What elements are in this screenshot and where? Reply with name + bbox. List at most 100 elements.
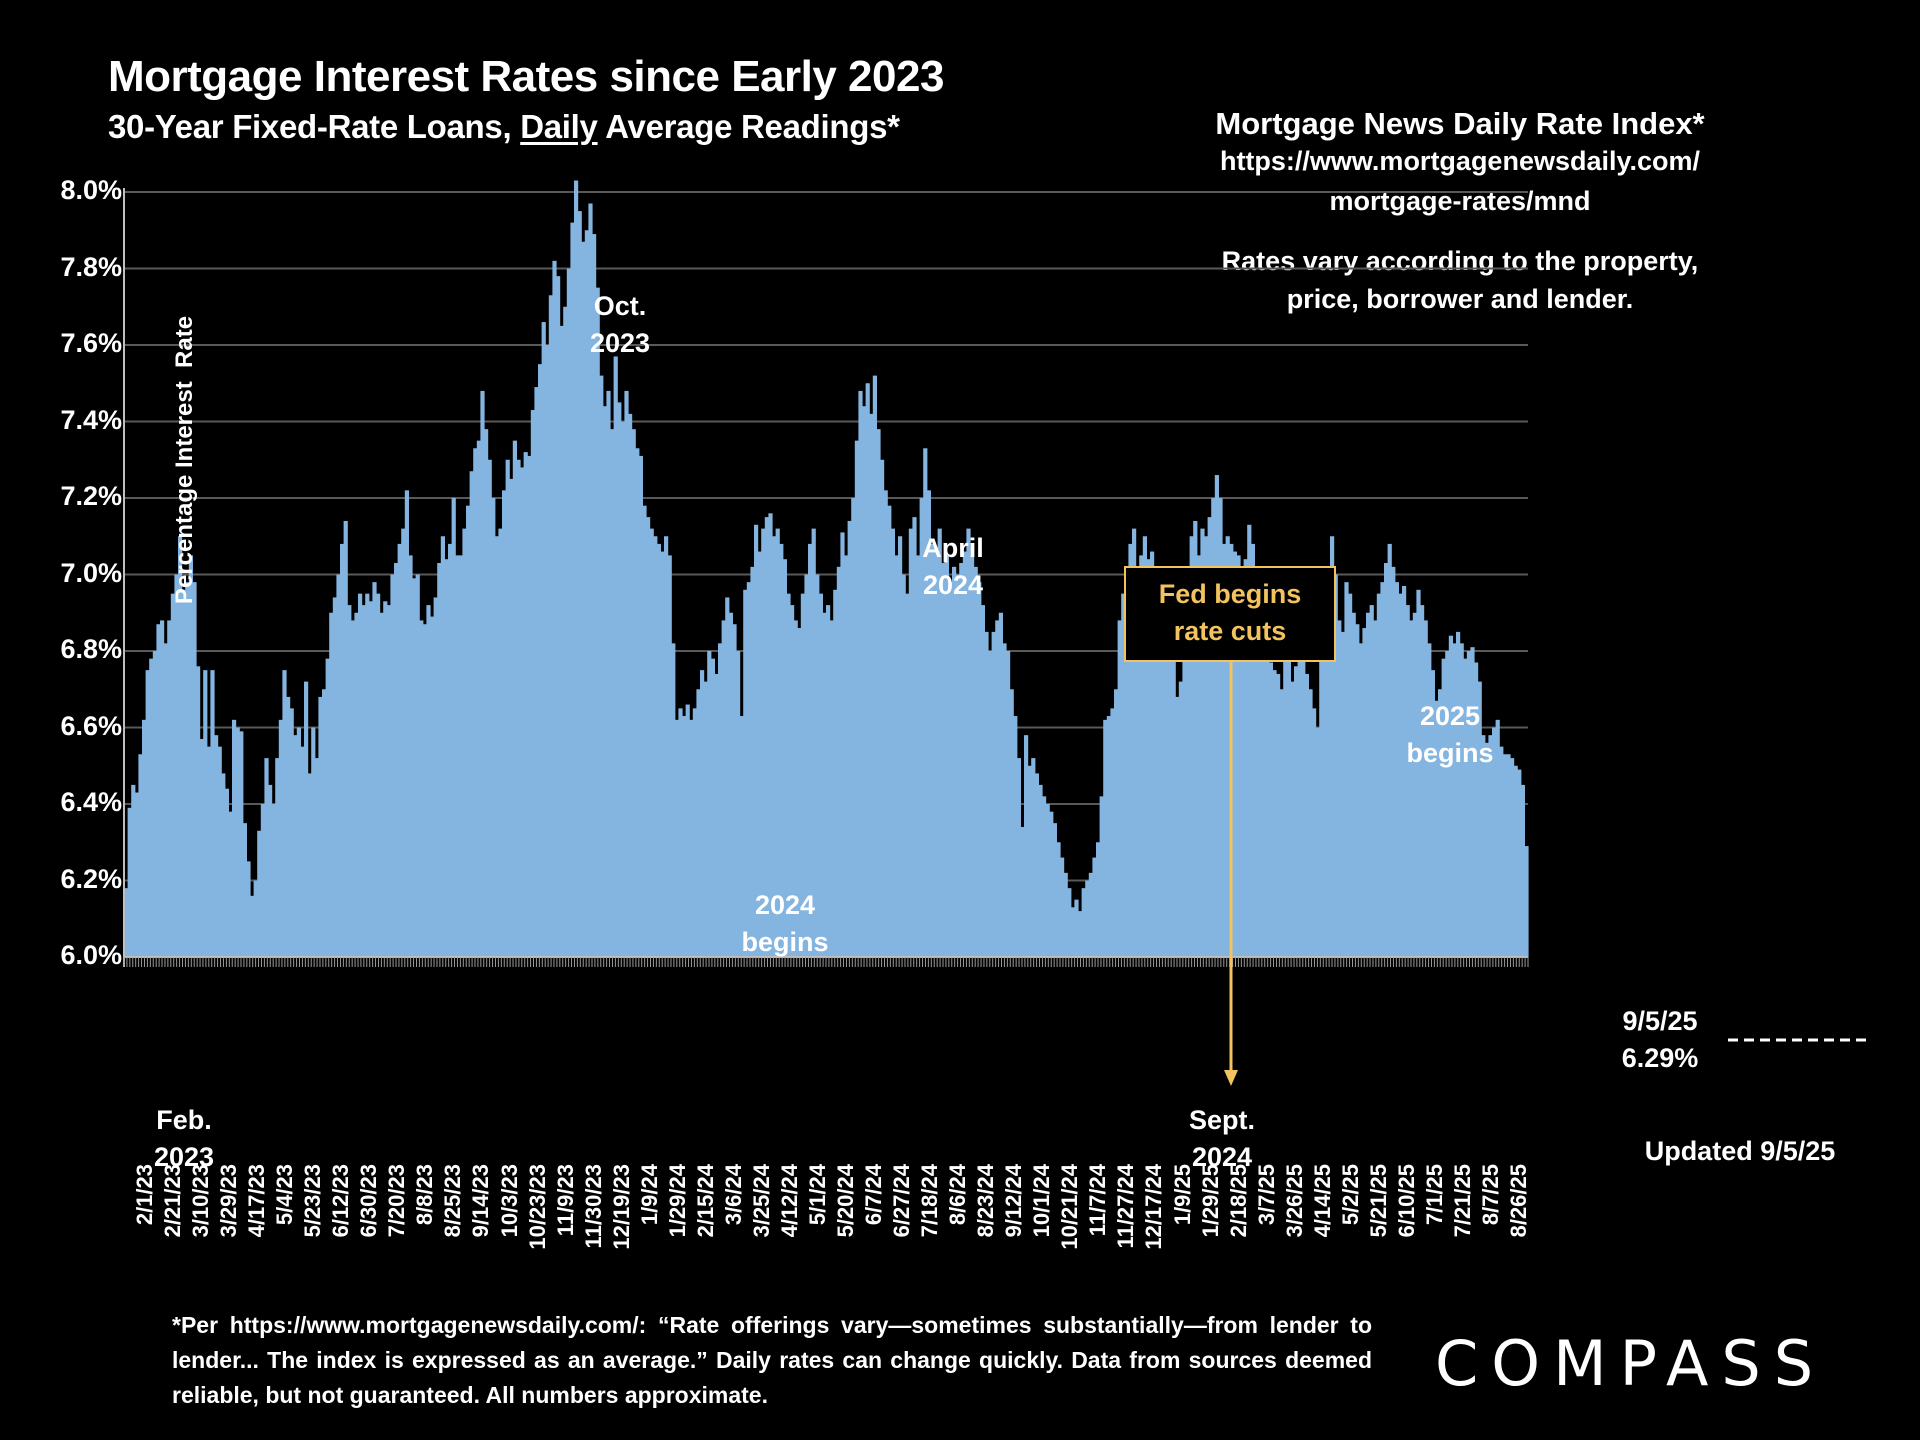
rate-bar [282, 670, 287, 958]
x-tick-label: 11/7/24 [1085, 1164, 1111, 1237]
rate-bar [1132, 528, 1137, 957]
callout-line: rate cuts [1173, 616, 1287, 646]
rate-bar [1283, 658, 1288, 957]
rate-bar [728, 612, 733, 957]
rate-bar [347, 605, 352, 957]
rate-bar [606, 390, 611, 957]
rate-bar [480, 390, 485, 957]
rate-bar [1056, 842, 1061, 957]
rate-bar [1297, 651, 1302, 957]
rate-bar [224, 788, 229, 957]
rate-bar [732, 624, 737, 957]
rate-bar [145, 670, 150, 958]
rate-bar [937, 528, 942, 957]
rate-bar [1168, 639, 1173, 957]
rate-bar [487, 459, 492, 957]
x-tick-label: 8/6/24 [945, 1164, 971, 1226]
rate-bar [761, 528, 766, 957]
rate-bar [1074, 899, 1079, 957]
rate-bar [822, 612, 827, 957]
annotation-line: Sept. [1188, 1105, 1255, 1135]
rate-bar [563, 306, 568, 957]
x-tick-label: 6/7/24 [861, 1164, 887, 1226]
rate-bar [768, 513, 773, 957]
rate-bar [415, 574, 420, 957]
rate-bar [300, 746, 305, 958]
x-tick-label: 6/10/25 [1393, 1164, 1419, 1238]
rate-bar [556, 276, 561, 957]
rate-bar [620, 421, 625, 957]
subtitle-post: Average Readings* [597, 108, 900, 145]
rate-bar [685, 704, 690, 957]
rate-bar [617, 402, 622, 957]
rate-bar [1078, 911, 1083, 957]
rate-bar [1103, 719, 1108, 957]
rate-bar [1160, 605, 1165, 957]
rate-bar [944, 555, 949, 958]
rate-bar [1024, 735, 1029, 957]
rate-bar [746, 582, 751, 957]
annotation-feb-2023: Feb. 2023 [144, 1102, 224, 1176]
rate-bar [1402, 585, 1407, 957]
annotation-line: 2024 [754, 890, 816, 920]
rate-bar [188, 555, 193, 958]
x-tick-label: 12/17/24 [1141, 1164, 1167, 1250]
rate-bar [1423, 620, 1428, 957]
rate-bar [1279, 689, 1284, 957]
rate-bar [1441, 658, 1446, 957]
rate-bar [494, 536, 499, 957]
rate-bar [678, 708, 683, 957]
y-tick-label: 7.0% [60, 557, 122, 588]
callout-line: Fed begins [1158, 579, 1302, 609]
rate-bar [1186, 582, 1191, 957]
rate-bar [1513, 765, 1518, 957]
x-tick-label: 5/21/25 [1365, 1164, 1391, 1238]
rate-bar [1254, 585, 1259, 957]
rate-bar [1344, 582, 1349, 957]
x-tick-label: 1/29/25 [1197, 1164, 1223, 1238]
rate-bar [829, 620, 834, 957]
rate-bar [566, 268, 571, 957]
rate-bar [1448, 635, 1453, 957]
rate-bar [448, 543, 453, 957]
rate-bar [1452, 643, 1457, 957]
annotation-oct-2023: Oct. 2023 [570, 288, 670, 362]
rate-bar [1499, 746, 1504, 958]
rate-bar [926, 490, 931, 957]
overlays [1224, 662, 1872, 1086]
fed-rate-cuts-callout: Fed begins rate cuts [1124, 566, 1336, 662]
rate-bar [1250, 543, 1255, 957]
rate-bar [588, 203, 593, 958]
y-tick-label: 6.4% [60, 787, 122, 817]
rate-bar [1477, 681, 1482, 957]
rate-bar [800, 593, 805, 958]
rate-bar [869, 413, 874, 958]
rate-bar [484, 429, 489, 957]
rate-bar [1225, 536, 1230, 957]
rate-bar [1340, 631, 1345, 957]
rate-bar [934, 551, 939, 957]
rate-bar [1466, 651, 1471, 957]
rate-bar [1366, 612, 1371, 957]
rate-bar [401, 528, 406, 957]
rate-bar [1337, 620, 1342, 957]
rate-bar [905, 593, 910, 958]
x-tick-label: 11/27/24 [1113, 1164, 1139, 1249]
rate-bar [1290, 681, 1295, 957]
annotation-april-2024: April 2024 [903, 530, 1003, 604]
rate-bar [1178, 681, 1183, 957]
rate-bar [1016, 758, 1021, 957]
rate-bar [1049, 811, 1054, 957]
rate-bar [1020, 826, 1025, 957]
rate-bar [264, 758, 269, 957]
rate-bar [228, 811, 233, 957]
y-tick-label: 7.6% [60, 328, 122, 358]
rate-bar [552, 260, 557, 958]
rate-bar [916, 555, 921, 958]
rate-bar [242, 823, 247, 957]
rate-bar [840, 532, 845, 957]
rate-bar [124, 888, 129, 957]
rate-bar [1243, 559, 1248, 957]
rate-bar [941, 563, 946, 957]
rate-bar [1034, 773, 1039, 957]
